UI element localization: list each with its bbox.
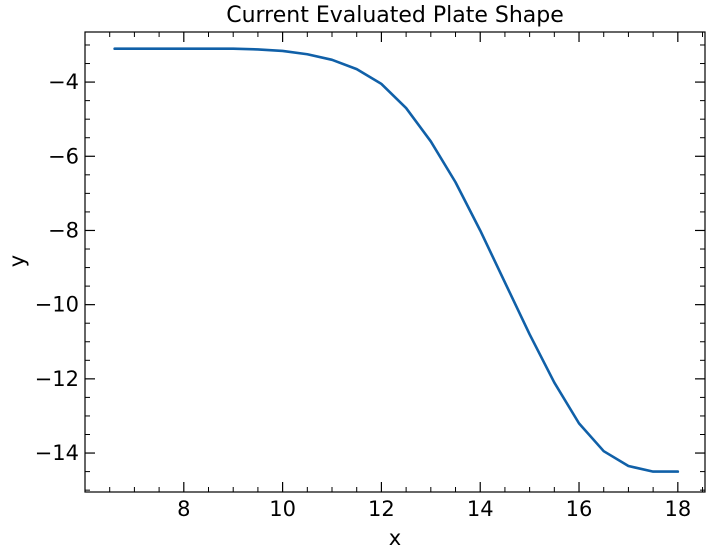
y-axis-label: y [5, 255, 29, 267]
plot-frame [84, 31, 706, 493]
x-tick-label: 10 [269, 497, 296, 521]
plot-area [84, 31, 706, 493]
x-axis-label: x [389, 526, 401, 550]
x-tick-label: 8 [177, 497, 190, 521]
axis-ticks: 8 10 12 14 16 18 −4 −6 −8 −10 −12 −14 [35, 32, 705, 521]
y-tick-label: −6 [48, 144, 79, 168]
y-tick-label: −4 [48, 70, 79, 94]
y-tick-label: −14 [35, 441, 79, 465]
x-tick-label: 18 [664, 497, 691, 521]
series-line-0 [113, 47, 680, 473]
x-tick-label: 14 [467, 497, 494, 521]
y-tick-label: −10 [35, 293, 79, 317]
chart-title: Current Evaluated Plate Shape [226, 3, 564, 28]
x-tick-label: 16 [566, 497, 593, 521]
x-tick-label: 12 [368, 497, 395, 521]
y-tick-label: −12 [35, 367, 79, 391]
y-tick-label: −8 [48, 218, 79, 242]
